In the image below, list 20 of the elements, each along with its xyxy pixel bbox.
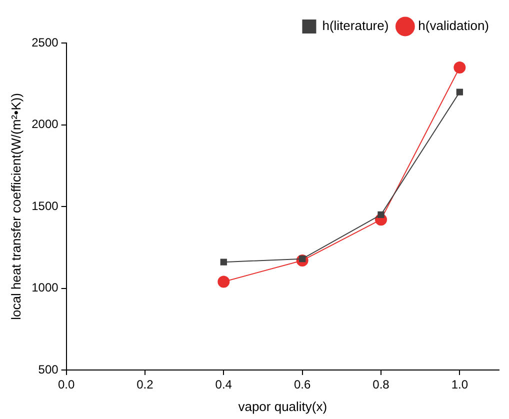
y-tick-label: 1000 <box>32 280 59 295</box>
y-tick-label: 2000 <box>32 117 59 132</box>
point <box>454 62 466 74</box>
point <box>220 258 227 266</box>
y-tick-label: 1500 <box>32 198 59 213</box>
x-tick-label: 1.0 <box>451 378 468 392</box>
x-tick-label: 0.6 <box>294 378 311 392</box>
x-axis-title: vapor quality(x) <box>238 398 328 414</box>
y-axis-title: local heat transfer coefficient(W/(m²•K)) <box>8 93 24 320</box>
y-tick-label: 2500 <box>32 35 59 50</box>
x-tick-label: 0.0 <box>58 378 75 392</box>
x-tick-label: 0.8 <box>372 378 390 392</box>
legend-label: h(literature) <box>322 18 389 34</box>
point <box>456 88 463 96</box>
x-tick-label: 0.4 <box>215 378 232 392</box>
x-tick-label: 0.2 <box>136 378 154 392</box>
legend-label: h(validation) <box>418 18 490 34</box>
point <box>218 276 230 288</box>
point <box>378 211 384 218</box>
y-tick-label: 500 <box>38 362 59 376</box>
